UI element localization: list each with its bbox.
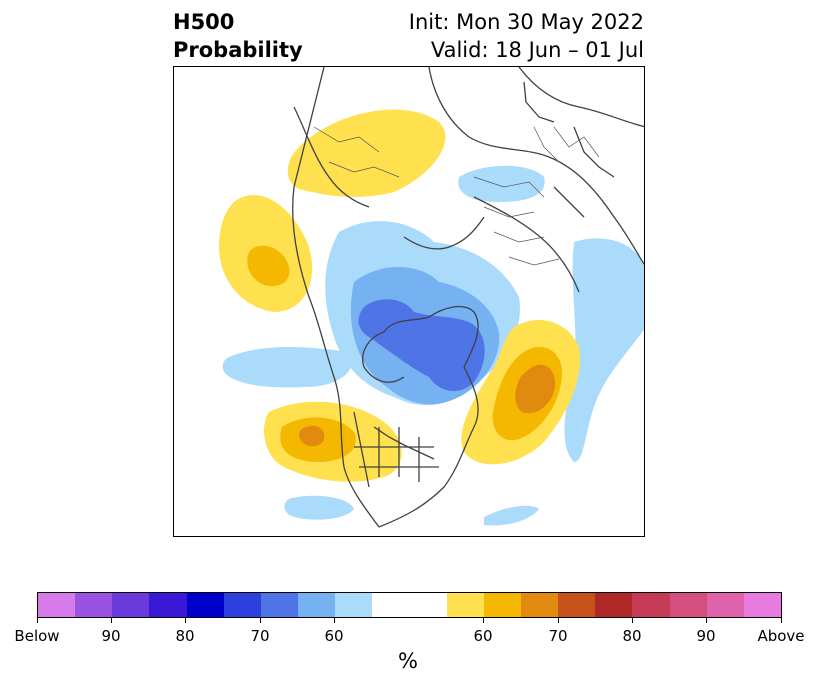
colorbar-segment — [521, 593, 559, 617]
colorbar-segment — [483, 593, 522, 617]
colorbar-tick-label: Above — [757, 627, 805, 645]
colorbar-tickmark — [632, 618, 633, 623]
coastlines — [292, 67, 644, 528]
colorbar-tickmark — [334, 618, 335, 623]
colorbar-tickmark — [111, 618, 112, 623]
valid-period: Valid: 18 Jun – 01 Jul — [430, 38, 644, 62]
colorbar-unit: % — [398, 649, 418, 673]
colorbar — [37, 592, 782, 618]
colorbar-tick-label: 90 — [696, 627, 716, 645]
above-normal-siberia — [287, 109, 446, 198]
colorbar-tick-label: 80 — [622, 627, 642, 645]
below-normal-europe — [458, 165, 545, 202]
colorbar-segment — [632, 593, 670, 617]
colorbar-segment — [335, 593, 373, 617]
above-normal-atlantic-core — [515, 364, 556, 414]
below-normal-mexico — [284, 495, 354, 520]
colorbar-tick-label: 60 — [473, 627, 493, 645]
below-normal-east — [564, 238, 644, 462]
borders — [313, 126, 600, 266]
colorbar-segment — [149, 593, 187, 617]
colorbar-tick-label: 70 — [548, 627, 568, 645]
below-normal-atlantic-south — [484, 505, 539, 526]
title-type: Probability — [173, 38, 303, 62]
colorbar-segment — [669, 593, 707, 617]
colorbar-segment — [743, 593, 782, 617]
colorbar-tickmark — [706, 618, 707, 623]
colorbar-segment — [446, 593, 484, 617]
colorbar-segment — [558, 593, 596, 617]
colorbar-tickmark — [558, 618, 559, 623]
colorbar-tick-label: 70 — [250, 627, 270, 645]
colorbar-segment — [75, 593, 113, 617]
colorbar-tick-label: 80 — [175, 627, 195, 645]
colorbar-segment — [260, 593, 299, 617]
colorbar-tick-label: 90 — [101, 627, 121, 645]
colorbar-tick-label: Below — [14, 627, 60, 645]
colorbar-tickmark — [260, 618, 261, 623]
colorbar-segment — [298, 593, 336, 617]
colorbar-tickmark — [185, 618, 186, 623]
colorbar-tick-label: 60 — [324, 627, 344, 645]
colorbar-segment — [112, 593, 150, 617]
colorbar-segment — [706, 593, 744, 617]
colorbar-segment — [186, 593, 224, 617]
colorbar-segment — [38, 593, 76, 617]
title-variable: H500 — [173, 10, 235, 34]
colorbar-tickmark — [781, 618, 782, 623]
colorbar-tickmark — [483, 618, 484, 623]
probability-map — [219, 67, 644, 528]
below-normal-arctic-core — [358, 299, 485, 392]
colorbar-tickmark — [37, 618, 38, 623]
below-normal-north-pacific — [222, 347, 352, 388]
above-normal-pacific-core — [247, 245, 290, 287]
init-date: Init: Mon 30 May 2022 — [408, 10, 644, 34]
colorbar-segment — [595, 593, 633, 617]
title-left: H500 Probability — [173, 8, 303, 64]
colorbar-segment — [223, 593, 261, 617]
title-right: Init: Mon 30 May 2022 Valid: 18 Jun – 01… — [409, 8, 644, 64]
colorbar-segment — [372, 593, 447, 617]
map-panel — [173, 66, 645, 537]
above-normal-us-core — [299, 425, 325, 447]
